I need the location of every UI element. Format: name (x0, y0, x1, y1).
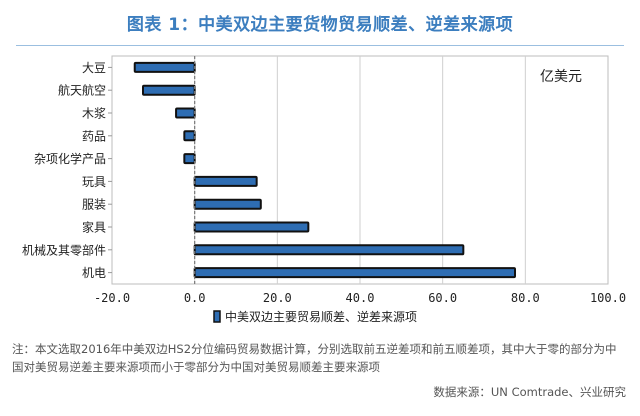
bar (193, 244, 465, 256)
bar (142, 84, 196, 96)
bar (183, 130, 196, 142)
x-tick-label: 20.0 (263, 291, 292, 305)
chart: -20.0 0.0 20.0 40.0 60.0 80.0 100.0 大豆航天航空木浆药品杂… (22, 55, 626, 324)
bar (133, 61, 196, 73)
x-tick-label: 0.0 (184, 291, 206, 305)
unit-label: 亿美元 (540, 69, 582, 85)
chart-title: 图表 1：中美双边主要货物贸易顺差、逆差来源项 (126, 15, 514, 35)
bar (193, 221, 310, 233)
y-category-label: 杂项化学产品 (34, 151, 106, 166)
y-category-label: 服装 (82, 198, 106, 212)
bar (175, 107, 196, 119)
y-category-label: 机械及其零部件 (22, 242, 106, 257)
y-category-label: 大豆 (82, 61, 106, 75)
y-category-label: 家具 (82, 220, 106, 235)
y-category-label: 药品 (82, 129, 106, 143)
title-divider (16, 45, 624, 46)
y-category-label: 航天航空 (58, 83, 106, 98)
y-category-label: 玩具 (82, 175, 106, 189)
legend-label: 中美双边主要贸易顺差、逆差来源项 (225, 309, 417, 324)
bar (193, 175, 258, 187)
y-category-label: 木浆 (82, 106, 106, 121)
y-category-label: 机电 (82, 266, 106, 280)
x-tick-label: 40.0 (346, 291, 375, 305)
x-tick-label: -20.0 (94, 291, 130, 305)
bar (193, 267, 517, 279)
bar (193, 198, 262, 210)
x-tick-label: 60.0 (428, 291, 457, 305)
unit-label-bg (526, 64, 596, 88)
chart-note: 注：本文选取2016年中美双边HS2分位编码贸易数据计算，分别选取前五逆差项和前… (12, 342, 617, 374)
legend-swatch (213, 310, 221, 323)
bar (183, 153, 196, 165)
chart-source: 数据来源：UN Comtrade、兴业研究 (433, 385, 626, 399)
x-tick-label: 100.0 (590, 291, 626, 305)
x-tick-label: 80.0 (511, 291, 540, 305)
